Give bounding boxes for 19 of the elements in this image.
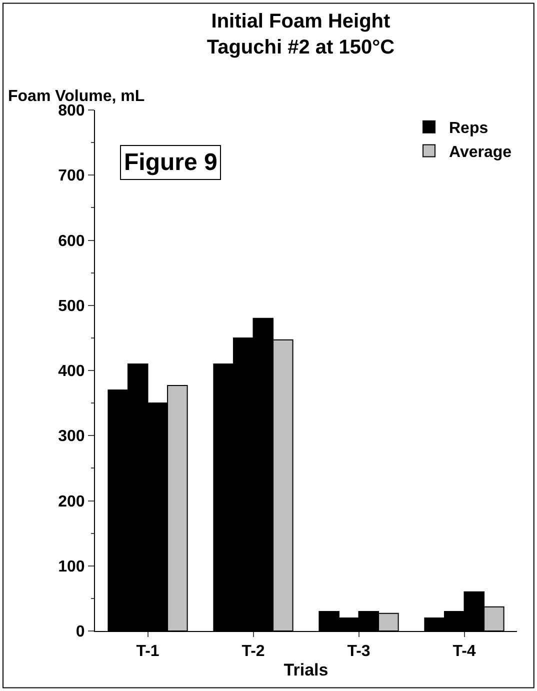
legend-label: Average <box>449 144 512 161</box>
y-tick-label: 200 <box>58 493 85 510</box>
annotation: Figure 9 <box>124 149 218 176</box>
x-tick-label: T-1 <box>136 643 160 660</box>
y-tick-label: 600 <box>58 232 85 250</box>
x-axis-title: Trials <box>284 660 328 680</box>
y-tick-label: 800 <box>58 102 85 120</box>
y-tick-label: 100 <box>58 558 85 576</box>
x-tick-label: T-4 <box>452 643 476 660</box>
legend-label: Reps <box>449 120 488 138</box>
x-tick-label: T-2 <box>242 643 265 660</box>
y-tick-label: 300 <box>58 428 85 446</box>
y-tick-label: 700 <box>58 168 85 185</box>
y-tick-label: 400 <box>58 363 85 380</box>
chart-title: Initial Foam Height Taguchi #2 at 150°C <box>206 10 395 59</box>
x-tick-label: T-3 <box>347 643 370 660</box>
y-axis-title: Foam Volume, mL <box>8 88 145 105</box>
y-tick-label: 0 <box>76 624 85 641</box>
y-tick-label: 500 <box>58 298 85 315</box>
